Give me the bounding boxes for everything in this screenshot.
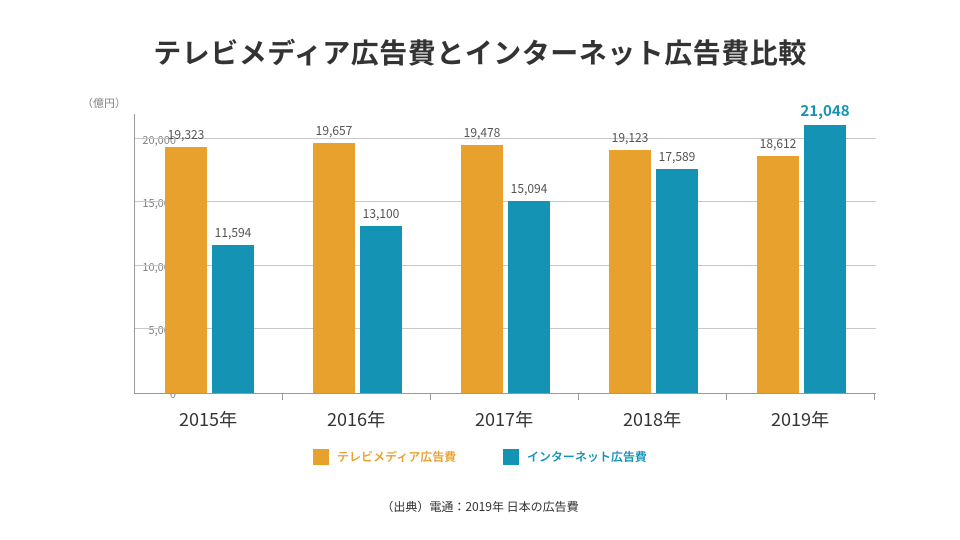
chart: （億円） 0 5,000 10,000 15,000 20,000 19,323… — [90, 100, 880, 430]
bar-tv: 19,123 — [609, 150, 651, 393]
legend-label: テレビメディア広告費 — [337, 448, 456, 465]
bar-net: 21,048 — [804, 125, 846, 393]
bar-value-label: 11,594 — [215, 224, 252, 241]
bar-group: 19,657 13,100 — [283, 114, 431, 393]
bar-value-label: 17,589 — [659, 148, 696, 165]
x-axis: 2015年 2016年 2017年 2018年 2019年 — [134, 398, 876, 428]
bar-value-label: 18,612 — [760, 135, 797, 152]
bar-value-label: 19,123 — [612, 129, 649, 146]
x-tick-mark — [282, 394, 283, 400]
bar-tv: 19,323 — [165, 147, 207, 393]
bar-value-label: 19,657 — [316, 122, 353, 139]
x-tick-label: 2015年 — [134, 406, 282, 432]
bar-value-label-highlight: 21,048 — [800, 100, 849, 121]
x-tick-mark — [874, 394, 875, 400]
legend-swatch-icon — [313, 449, 329, 465]
bar-group: 18,612 21,048 — [727, 114, 875, 393]
bar-net: 11,594 — [212, 245, 254, 393]
page-title: テレビメディア広告費とインターネット広告費比較 — [0, 32, 960, 72]
page: テレビメディア広告費とインターネット広告費比較 （億円） 0 5,000 10,… — [0, 0, 960, 540]
x-tick-label: 2016年 — [282, 406, 430, 432]
legend-item-net: インターネット広告費 — [503, 448, 647, 465]
legend-item-tv: テレビメディア広告費 — [313, 448, 456, 465]
bar-group: 19,123 17,589 — [579, 114, 727, 393]
source-citation: （出典）電通：2019年 日本の広告費 — [0, 498, 960, 515]
bar-net: 15,094 — [508, 201, 550, 393]
x-tick-label: 2018年 — [578, 406, 726, 432]
bar-net: 13,100 — [360, 226, 402, 393]
bar-tv: 18,612 — [757, 156, 799, 393]
x-tick-mark — [430, 394, 431, 400]
bar-net: 17,589 — [656, 169, 698, 393]
bar-group: 19,323 11,594 — [135, 114, 283, 393]
bar-value-label: 19,478 — [464, 124, 501, 141]
x-tick-label: 2019年 — [726, 406, 874, 432]
bar-value-label: 19,323 — [168, 126, 205, 143]
bar-value-label: 15,094 — [511, 180, 548, 197]
legend: テレビメディア広告費 インターネット広告費 — [0, 448, 960, 469]
x-tick-mark — [726, 394, 727, 400]
bar-value-label: 13,100 — [363, 205, 400, 222]
bar-group: 19,478 15,094 — [431, 114, 579, 393]
legend-swatch-icon — [503, 449, 519, 465]
bar-tv: 19,478 — [461, 145, 503, 393]
x-tick-mark — [578, 394, 579, 400]
x-tick-label: 2017年 — [430, 406, 578, 432]
plot-area: 19,323 11,594 19,657 13,100 19,478 — [134, 114, 876, 394]
legend-label: インターネット広告費 — [527, 448, 647, 465]
y-axis-unit: （億円） — [82, 95, 126, 111]
bar-tv: 19,657 — [313, 143, 355, 393]
